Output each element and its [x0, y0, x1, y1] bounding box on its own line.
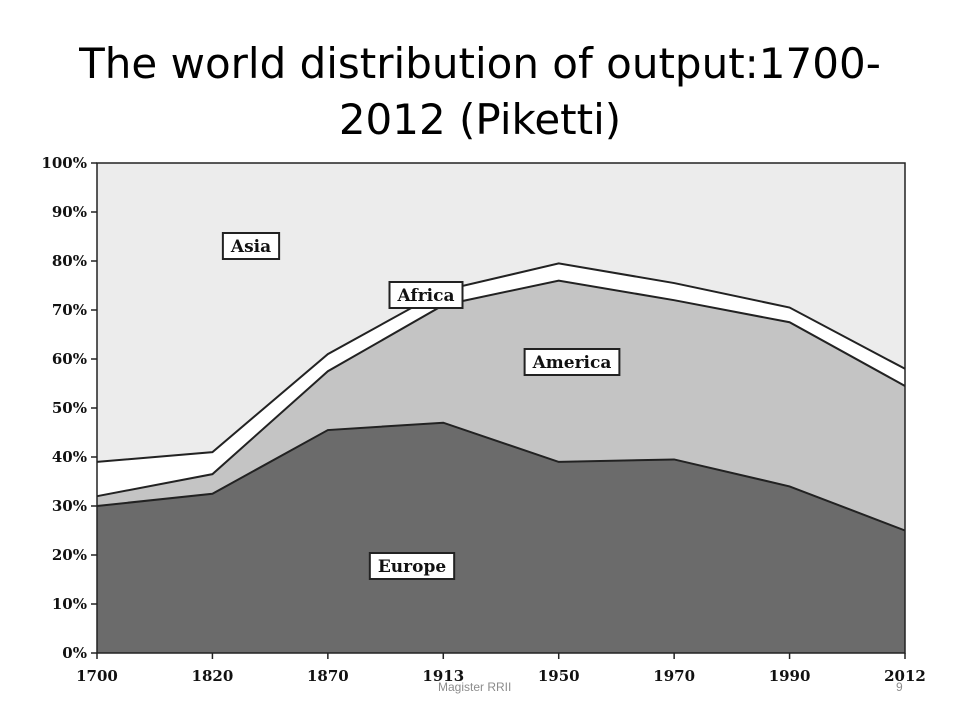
footer-text: Magister RRII: [438, 680, 512, 694]
y-tick-label: 30%: [52, 497, 87, 515]
region-label-box: [523, 348, 621, 376]
boundary-line-europe: [96, 421, 906, 532]
y-tick-label: 50%: [52, 399, 87, 417]
y-tick-label: 100%: [41, 154, 87, 172]
region-label-europe: Europe: [368, 552, 456, 580]
x-tick-label: 1820: [192, 667, 234, 685]
region-label-text: Africa: [397, 286, 455, 306]
x-tick-label: 1950: [538, 667, 580, 685]
y-tick-label: 80%: [52, 252, 87, 270]
x-tick-label: 1913: [422, 667, 464, 685]
region-label-asia: Asia: [221, 232, 281, 260]
region-label-africa: Africa: [388, 281, 464, 309]
area-asia: [97, 163, 905, 462]
y-tick-label: 70%: [52, 301, 87, 319]
axis-layer: 0% 10% 20% 30% 40% 50% 60% 70% 80% 90% 100% 1700 182…: [41, 154, 925, 685]
area-europe: [97, 422, 905, 653]
area-america: [97, 280, 905, 531]
region-label-box: [221, 232, 281, 260]
region-label-text: America: [532, 353, 612, 373]
slide-title: The world distribution of output:1700-20…: [79, 39, 881, 144]
y-tick-label: 20%: [52, 546, 87, 564]
boundary-line-africa: [96, 262, 906, 463]
region-label-text: Europe: [378, 557, 446, 577]
areas-layer: [96, 163, 906, 653]
x-tick-label: 1870: [307, 667, 349, 685]
region-label-america: America: [523, 348, 621, 376]
region-labels-layer: Europe America Africa Asia: [221, 232, 621, 580]
y-tick-label: 10%: [52, 595, 87, 613]
region-label-box: [368, 552, 456, 580]
y-tick-label: 40%: [52, 448, 87, 466]
region-label-text: Asia: [230, 237, 271, 257]
x-tick-label: 1970: [653, 667, 695, 685]
y-tick-label: 90%: [52, 203, 87, 221]
page-number: 9: [896, 680, 903, 694]
region-label-box: [388, 281, 464, 309]
y-tick-label: 0%: [62, 644, 87, 662]
x-tick-label: 1990: [769, 667, 811, 685]
x-tick-label: 1700: [76, 667, 118, 685]
x-tick-label: 2012: [884, 667, 926, 685]
y-tick-label: 60%: [52, 350, 87, 368]
area-africa: [97, 263, 905, 497]
boundary-line-america: [96, 279, 906, 498]
